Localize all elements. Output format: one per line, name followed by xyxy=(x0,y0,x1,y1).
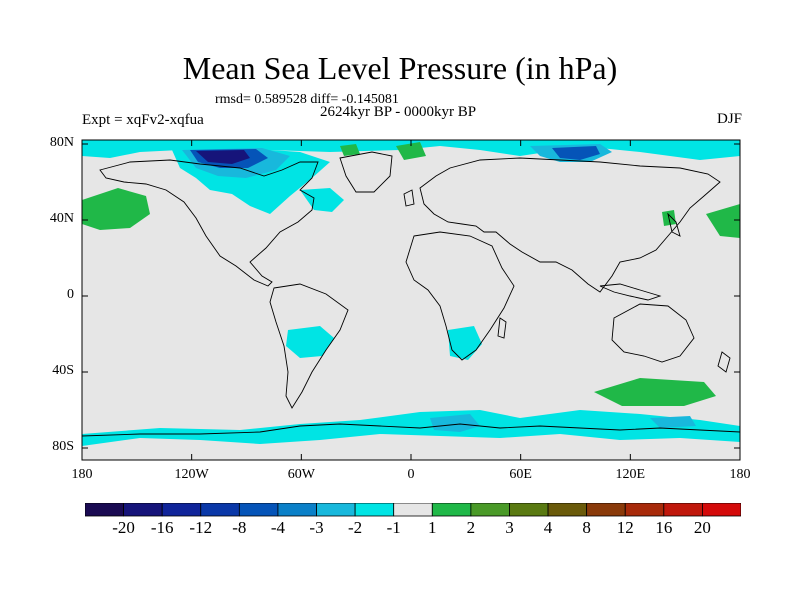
longitude-label: 60W xyxy=(287,467,315,482)
season-label: DJF xyxy=(716,111,742,127)
colorbar-label: -1 xyxy=(386,518,401,537)
colorbar-label: -2 xyxy=(348,518,363,537)
coast-africa xyxy=(405,231,515,361)
latitude-label: 0 xyxy=(67,287,74,302)
axis-ticks xyxy=(81,140,741,460)
field-eurasia-core xyxy=(552,146,600,160)
colorbar-label: 1 xyxy=(428,518,437,537)
colorbar-label: 12 xyxy=(616,518,634,537)
coast-japan xyxy=(667,212,681,237)
colorbar-box xyxy=(238,503,279,517)
colorbar-label: 4 xyxy=(543,518,553,537)
coast-antarctica xyxy=(81,423,741,437)
field-arctic-high xyxy=(340,144,360,156)
coastlines xyxy=(81,151,741,437)
colorbar-box xyxy=(85,503,124,517)
field-canada-max xyxy=(196,150,250,164)
colorbar-box xyxy=(393,503,433,517)
colorbar-label: -20 xyxy=(112,518,135,537)
colorbar-box xyxy=(316,503,356,517)
coast-madagascar xyxy=(497,317,507,339)
colorbar-box xyxy=(354,503,395,517)
colorbar-box xyxy=(470,503,510,517)
field-ne-america xyxy=(300,188,344,212)
longitude-label: 180 xyxy=(729,467,751,482)
latitude-label: 80S xyxy=(52,439,74,454)
coast-eurasia xyxy=(419,157,721,293)
colorbar-label: -16 xyxy=(150,518,174,537)
coast-australia xyxy=(611,303,695,363)
coast-indonesia xyxy=(599,283,662,301)
colorbar-box xyxy=(547,503,588,517)
longitude-label: 120E xyxy=(615,467,646,482)
field-antarctic-strong-2 xyxy=(650,416,696,428)
period-label: 2624kyr BP - 0000kyr BP xyxy=(320,104,477,120)
experiment-label: Expt = xqFv2-xqfua xyxy=(82,112,204,128)
colorbar-label: -4 xyxy=(270,518,286,537)
colorbar-label: 8 xyxy=(582,518,591,537)
colorbar-label: 16 xyxy=(655,518,673,537)
field-npacific-high xyxy=(82,188,150,230)
colorbar-label: 3 xyxy=(505,518,514,537)
latitude-label: 80N xyxy=(49,135,74,150)
field-south-america xyxy=(286,326,334,358)
coast-south-america xyxy=(269,283,349,409)
colorbar-box xyxy=(277,503,317,517)
colorbar-label: 20 xyxy=(693,518,711,537)
coast-uk xyxy=(403,189,415,207)
longitude-label: 60E xyxy=(509,467,532,482)
colorbar-box xyxy=(509,503,549,517)
colorbar-box xyxy=(624,503,665,517)
colorbar-label: -8 xyxy=(232,518,247,537)
colorbar-box xyxy=(200,503,240,517)
colorbar-label: 2 xyxy=(466,518,476,537)
coast-north-america xyxy=(99,159,319,287)
chart-title: Mean Sea Level Pressure (in hPa) xyxy=(182,50,618,86)
colorbar-label: -12 xyxy=(189,518,213,537)
latitude-label: 40S xyxy=(52,363,74,378)
colorbar-box xyxy=(663,503,703,517)
colorbar-box xyxy=(431,503,472,517)
map-background xyxy=(82,140,740,460)
colorbar-box xyxy=(702,503,741,517)
field-antarctic-strong xyxy=(430,414,480,432)
stats-line: rmsd= 0.589528 diff= -0.145081 xyxy=(215,92,399,107)
colorbar-box xyxy=(123,503,163,517)
latitude-label: 40N xyxy=(49,211,74,226)
longitude-label: 120W xyxy=(174,467,209,482)
longitude-label: 0 xyxy=(407,467,415,482)
coast-greenland xyxy=(339,151,393,193)
field-southern-ocean-high xyxy=(594,378,716,406)
longitude-label: 180 xyxy=(71,467,93,482)
colorbar-box xyxy=(161,503,202,517)
colorbar-box xyxy=(586,503,626,517)
field-greenland-high xyxy=(396,142,426,160)
coast-nz xyxy=(717,351,731,373)
field-wpacific-high xyxy=(706,204,740,238)
colorbar-label: -3 xyxy=(309,518,324,537)
colorbar xyxy=(85,503,741,517)
